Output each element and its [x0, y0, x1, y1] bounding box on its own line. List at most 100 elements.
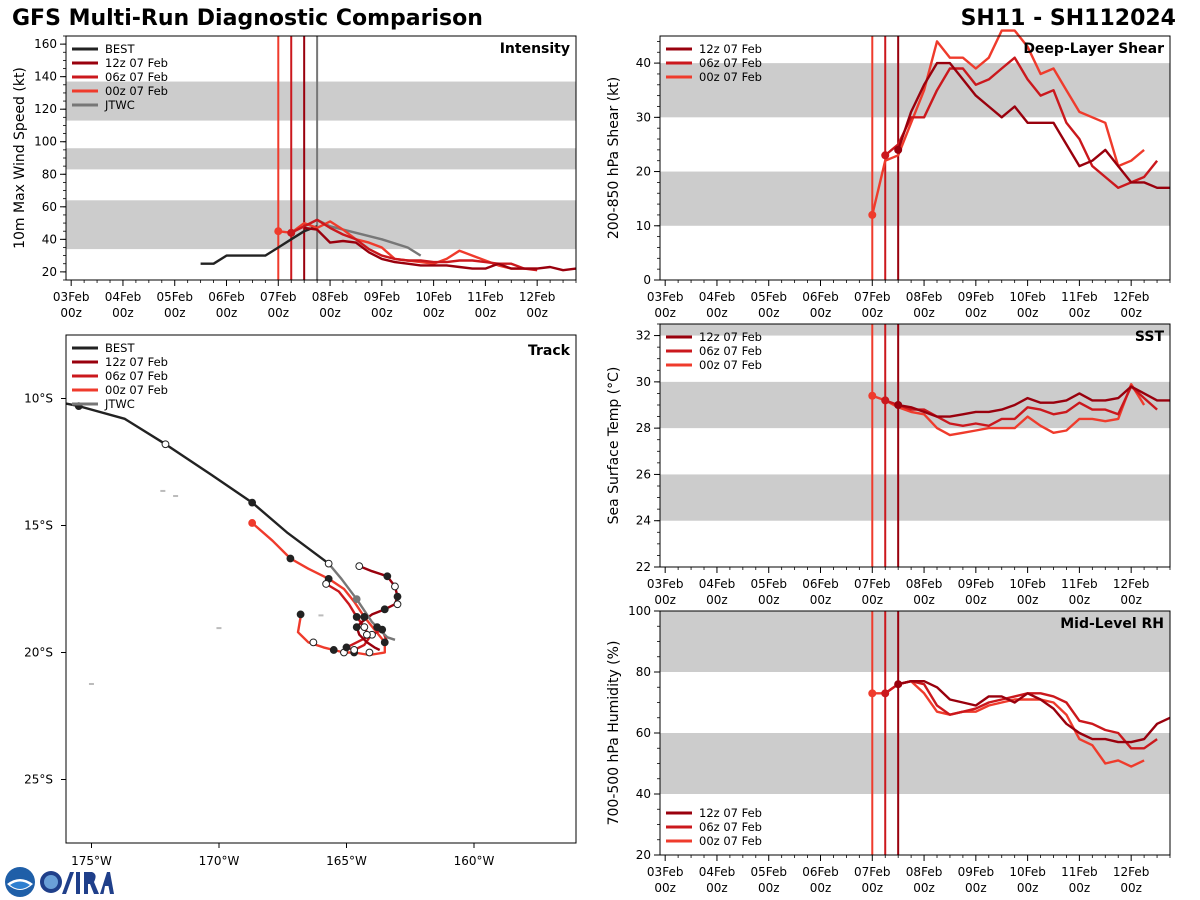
x-tick-label-date: 11Feb — [1061, 865, 1098, 879]
shaded-band — [660, 324, 1170, 336]
y-tick-label: 100 — [34, 135, 57, 149]
shaded-band — [660, 63, 1170, 118]
chart-title: Mid-Level RH — [1060, 616, 1164, 632]
x-tick-label-hour: 00z — [164, 306, 186, 320]
series-start-point-run12 — [894, 401, 903, 409]
x-tick-label-hour: 00z — [1017, 593, 1039, 607]
x-tick-label-hour: 00z — [758, 306, 780, 320]
track-point-best — [324, 559, 333, 568]
legend-label-run00: 00z 07 Feb — [105, 383, 168, 397]
y-tick-label: 120 — [34, 102, 57, 116]
x-tick-label-date: 07Feb — [854, 865, 891, 879]
track-point-run12 — [393, 600, 402, 609]
x-tick-label-date: 05Feb — [750, 865, 787, 879]
y-tick-label: 100 — [628, 604, 651, 618]
map-frame — [65, 334, 577, 844]
shaded-band — [660, 171, 1170, 226]
track-line-best — [65, 402, 330, 565]
series-line-best — [200, 225, 318, 265]
x-tick-label-hour: 00z — [1069, 306, 1091, 320]
track-point-run00 — [286, 554, 295, 563]
y-axis-label: 700-500 hPa Humidity (%) — [606, 641, 622, 826]
x-tick-label-hour: 00z — [1120, 306, 1142, 320]
x-tick-label-date: 10Feb — [415, 290, 452, 304]
shear-chart: 0 10 20 30 40 03Feb 00z 04Feb 00z 05Feb 00z 06Feb 00… — [606, 29, 1171, 320]
legend-label-run12: 12z 07 Feb — [105, 355, 168, 369]
series-line-run12 — [897, 385, 1170, 418]
legend-label-run00: 00z 07 Feb — [699, 358, 762, 372]
legend-label-run06: 06z 07 Feb — [699, 344, 762, 358]
y-axis-label: 10m Max Wind Speed (kt) — [12, 67, 28, 249]
track-point-run12 — [352, 623, 361, 632]
series-line-run06 — [884, 679, 1158, 750]
x-tick-label-date: 11Feb — [1061, 577, 1098, 591]
track-point-best — [161, 440, 170, 449]
x-tick-label-hour: 00z — [965, 881, 987, 895]
track-point-run00 — [329, 646, 338, 654]
chart-title: SST — [1135, 329, 1165, 345]
track-point-run00 — [365, 648, 374, 657]
x-tick-label-date: 09Feb — [364, 290, 401, 304]
logo-group — [5, 867, 114, 897]
y-tick-label: 140 — [34, 70, 57, 84]
y-tick-label: 20 — [636, 848, 651, 862]
x-tick-label-hour: 00z — [1017, 881, 1039, 895]
legend-label-best: BEST — [105, 42, 135, 56]
rh-chart: 20 40 60 80 100 03Feb 00z 04Feb 00z 05Feb 00z 06Feb… — [606, 604, 1171, 895]
lon-tick-label: 160°W — [454, 854, 495, 868]
y-tick-label: 26 — [636, 467, 651, 481]
x-tick-label-date: 11Feb — [1061, 290, 1098, 304]
x-tick-label-hour: 00z — [1120, 593, 1142, 607]
track-point-run06 — [342, 643, 351, 652]
y-axis-label: Sea Surface Temp (°C) — [606, 367, 622, 525]
x-tick-label-date: 08Feb — [312, 290, 349, 304]
y-tick-label: 30 — [636, 375, 651, 389]
track-point-run06 — [360, 623, 369, 632]
x-tick-label-date: 04Feb — [699, 577, 736, 591]
x-tick-label-hour: 00z — [654, 306, 676, 320]
series-line-run12 — [304, 226, 577, 272]
y-tick-label: 0 — [643, 273, 651, 287]
legend-label-run12: 12z 07 Feb — [105, 56, 168, 70]
series-start-point-run06 — [287, 228, 296, 237]
page-title: GFS Multi-Run Diagnostic Comparison — [12, 6, 483, 31]
series-start-point-run00 — [868, 689, 877, 698]
shaded-band — [660, 611, 1170, 672]
x-tick-label-hour: 00z — [965, 593, 987, 607]
legend-label-run00: 00z 07 Feb — [699, 70, 762, 84]
x-tick-label-hour: 00z — [216, 306, 238, 320]
x-tick-label-date: 05Feb — [156, 290, 193, 304]
x-tick-label-date: 09Feb — [958, 290, 995, 304]
shaded-band — [66, 148, 576, 170]
y-tick-label: 32 — [636, 329, 651, 343]
track-point-run06 — [322, 580, 331, 588]
chart-title: Deep-Layer Shear — [1023, 41, 1164, 57]
x-tick-label-date: 10Feb — [1009, 865, 1046, 879]
y-tick-label: 80 — [636, 665, 651, 679]
plot-frame — [659, 323, 1171, 568]
x-tick-label-date: 10Feb — [1009, 290, 1046, 304]
track-line-jtwc — [327, 562, 396, 641]
track-point-run12 — [363, 630, 371, 639]
series-start-point-run06 — [881, 151, 890, 160]
y-tick-label: 22 — [636, 560, 651, 574]
x-tick-label-hour: 00z — [423, 306, 445, 320]
x-tick-label-date: 06Feb — [208, 290, 245, 304]
track-point-best — [248, 498, 257, 507]
y-tick-label: 10 — [636, 219, 651, 233]
x-tick-label-hour: 00z — [1069, 593, 1091, 607]
storm-id-title: SH11 - SH112024 — [960, 6, 1176, 31]
legend-label-run06: 06z 07 Feb — [105, 70, 168, 84]
track-point-run12 — [380, 605, 389, 614]
shaded-band — [660, 733, 1170, 794]
legend-label-run12: 12z 07 Feb — [699, 330, 762, 344]
shaded-band — [660, 381, 1170, 429]
x-tick-label-hour: 00z — [112, 306, 134, 320]
chart-title: Intensity — [500, 41, 570, 57]
island-shape — [88, 682, 94, 685]
x-tick-label-date: 12Feb — [519, 290, 556, 304]
x-tick-label-date: 12Feb — [1113, 865, 1150, 879]
plot-frame — [659, 35, 1171, 281]
legend-label-run12: 12z 07 Feb — [699, 42, 762, 56]
track-point-run00 — [296, 610, 305, 619]
